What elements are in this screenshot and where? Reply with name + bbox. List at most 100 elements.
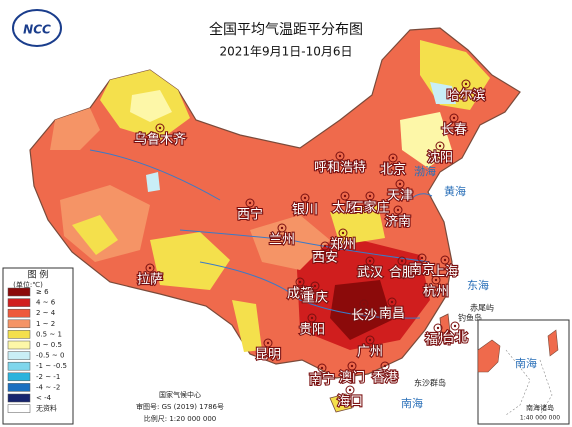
city-marker [295, 277, 305, 287]
city-marker [461, 79, 471, 89]
city-dot [362, 302, 366, 306]
city-label: 贵阳 [299, 323, 325, 338]
subtitle: 2021年9月1日-10月6日 [219, 45, 352, 59]
city-label: 成都 [287, 287, 313, 302]
city-label: 合肥 [389, 266, 415, 281]
legend-swatch [7, 287, 31, 297]
city-marker [365, 256, 375, 266]
city-marker [450, 321, 460, 331]
city-dot [248, 201, 252, 205]
legend-swatch [7, 404, 31, 413]
city-dot [280, 226, 284, 230]
legend-swatch [7, 308, 31, 318]
city-marker [338, 228, 348, 238]
sea-label: 东海 [467, 278, 489, 292]
city-dot [348, 388, 352, 392]
city-marker [263, 338, 273, 348]
city-label: 哈尔滨 [446, 88, 485, 104]
city-marker [347, 361, 357, 371]
title: 全国平均气温距平分布图 [209, 21, 363, 38]
legend-label: 0.5 ~ 1 [36, 330, 62, 338]
legend-swatch [7, 383, 31, 392]
inset-scale: 1:40 000 000 [520, 415, 560, 422]
sea-label: 渤海 [414, 164, 436, 178]
logo-text: NCC [23, 23, 51, 37]
city-label: 长沙 [351, 309, 377, 324]
legend-label: 无资料 [36, 404, 57, 413]
city-marker [417, 253, 427, 263]
city-label: 济南 [385, 214, 411, 230]
city-marker [440, 255, 450, 265]
city-label: 郑州 [330, 238, 356, 253]
city-marker [433, 323, 443, 333]
city-label: 长春 [441, 123, 467, 138]
city-dot [443, 258, 447, 262]
island-label: 钓鱼岛 [458, 313, 482, 323]
legend-swatch [7, 298, 31, 307]
city-label: 银川 [292, 203, 318, 218]
city-dot [390, 300, 394, 304]
city-dot [323, 244, 327, 248]
city-marker [317, 363, 327, 373]
city-dot [368, 338, 372, 342]
city-label: 上海 [432, 265, 458, 280]
city-label: 杭州 [423, 285, 449, 300]
city-dot [436, 326, 440, 330]
legend-title: 图 例 [28, 269, 49, 281]
legend-unit: (单位:℃) [13, 280, 43, 289]
city-label: 福州 [425, 333, 451, 348]
city-label: 香港 [372, 371, 398, 386]
city-dot [396, 208, 400, 212]
city-dot [452, 116, 456, 120]
city-dot [398, 182, 402, 186]
city-dot [343, 194, 347, 198]
city-dot [453, 324, 457, 328]
city-dot [438, 144, 442, 148]
city-label: 天津 [387, 189, 413, 204]
city-marker [395, 179, 405, 189]
city-label: 拉萨 [137, 273, 163, 288]
footer-text: 国家气候中心 [159, 390, 201, 399]
legend-label: -4 ~ -2 [36, 383, 60, 391]
legend-swatch [7, 319, 31, 329]
city-marker [397, 256, 407, 266]
city-dot [420, 256, 424, 260]
legend-label: 2 ~ 4 [36, 309, 56, 317]
legend-label: ≥ 6 [36, 288, 49, 296]
city-label: 南昌 [379, 306, 405, 322]
city-label: 南京 [409, 262, 435, 278]
city-dot [368, 194, 372, 198]
city-label: 昆明 [255, 348, 281, 363]
legend-swatch [7, 372, 31, 382]
city-dot [338, 154, 342, 158]
footer-text: 审图号: GS (2019) 1786号 [136, 402, 224, 411]
city-dot [298, 280, 302, 284]
city-dot [320, 366, 324, 370]
city-marker [345, 385, 355, 395]
legend-label: -0.5 ~ 0 [36, 352, 64, 360]
city-marker [359, 299, 369, 309]
city-dot [464, 82, 468, 86]
city-label: 西安 [312, 251, 338, 266]
city-marker [387, 297, 397, 307]
city-dot [400, 259, 404, 263]
sea-label: 黄海 [444, 184, 466, 198]
city-dot [350, 364, 354, 368]
city-dot [434, 278, 438, 282]
city-marker [310, 281, 320, 291]
city-marker [431, 275, 441, 285]
city-dot [303, 196, 307, 200]
city-dot [383, 364, 387, 368]
city-label: 太原 [332, 201, 358, 216]
island-label: 东沙群岛 [414, 378, 446, 388]
city-marker [393, 205, 403, 215]
legend-label: 4 ~ 6 [36, 299, 56, 307]
city-marker [388, 153, 398, 163]
city-marker [155, 123, 165, 133]
city-marker [365, 191, 375, 201]
city-label: 海口 [337, 395, 363, 410]
legend-label: -1 ~ -0.5 [36, 362, 67, 370]
inset-sea: 南海 [515, 356, 537, 370]
